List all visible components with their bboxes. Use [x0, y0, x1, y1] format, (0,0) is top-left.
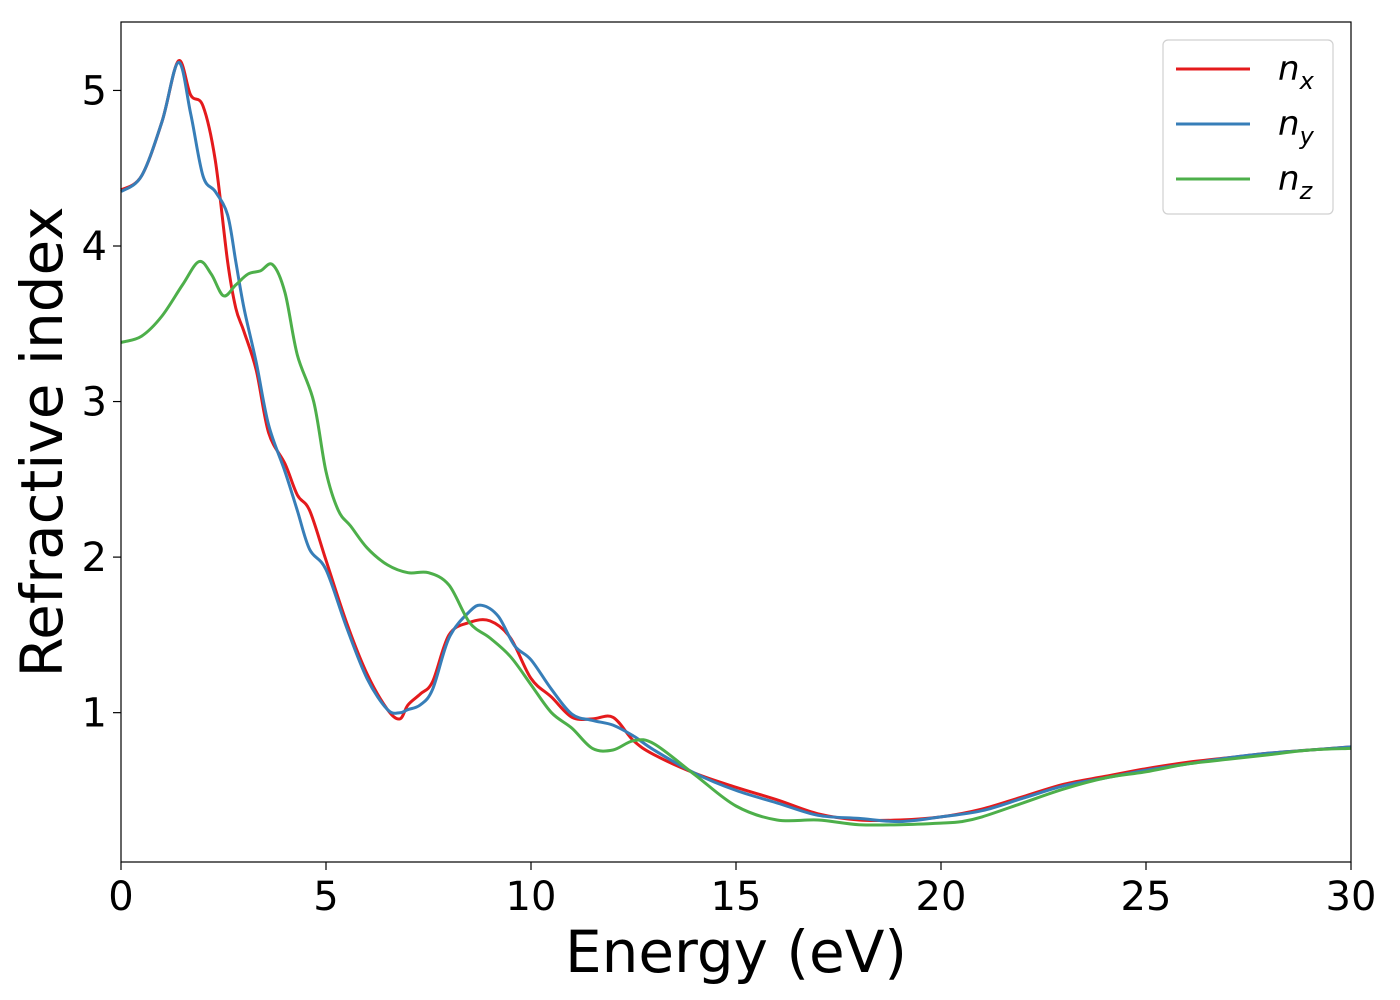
x-axis-title: Energy (eV) [565, 918, 907, 986]
x-tick-label: 15 [711, 874, 762, 920]
legend-label-base: n [1278, 159, 1300, 199]
legend-label: ny [1278, 104, 1315, 150]
plot-frame [120, 21, 1352, 863]
x-tick-label: 30 [1326, 874, 1377, 920]
x-axis-ticks: 0 5 10 15 20 25 30 [108, 862, 1376, 920]
series-line-nz [120, 259, 1352, 827]
x-tick-label: 5 [313, 874, 338, 920]
y-tick-label: 1 [82, 691, 107, 737]
legend-label-subscript: x [1299, 67, 1315, 95]
legend-label: nx [1278, 49, 1315, 95]
x-tick-label: 0 [108, 874, 133, 920]
legend-label-subscript: y [1299, 122, 1315, 150]
legend-label-subscript: z [1299, 177, 1314, 205]
x-tick-label: 20 [916, 874, 967, 920]
x-tick-label: 25 [1121, 874, 1172, 920]
legend-label-base: n [1278, 104, 1300, 144]
y-axis-title: Refractive index [8, 206, 76, 677]
series-line-ny [120, 60, 1352, 824]
series-lines [120, 59, 1352, 827]
y-axis-ticks: 1 2 3 4 5 [82, 68, 121, 737]
x-tick-label: 10 [506, 874, 557, 920]
y-tick-label: 4 [82, 224, 107, 270]
legend-label-base: n [1278, 49, 1300, 89]
y-tick-label: 5 [82, 68, 107, 114]
legend-label: nz [1278, 159, 1314, 205]
y-tick-label: 3 [82, 380, 107, 426]
legend-box [1162, 39, 1334, 215]
series-line-nx [120, 59, 1352, 823]
y-tick-label: 2 [82, 535, 107, 581]
